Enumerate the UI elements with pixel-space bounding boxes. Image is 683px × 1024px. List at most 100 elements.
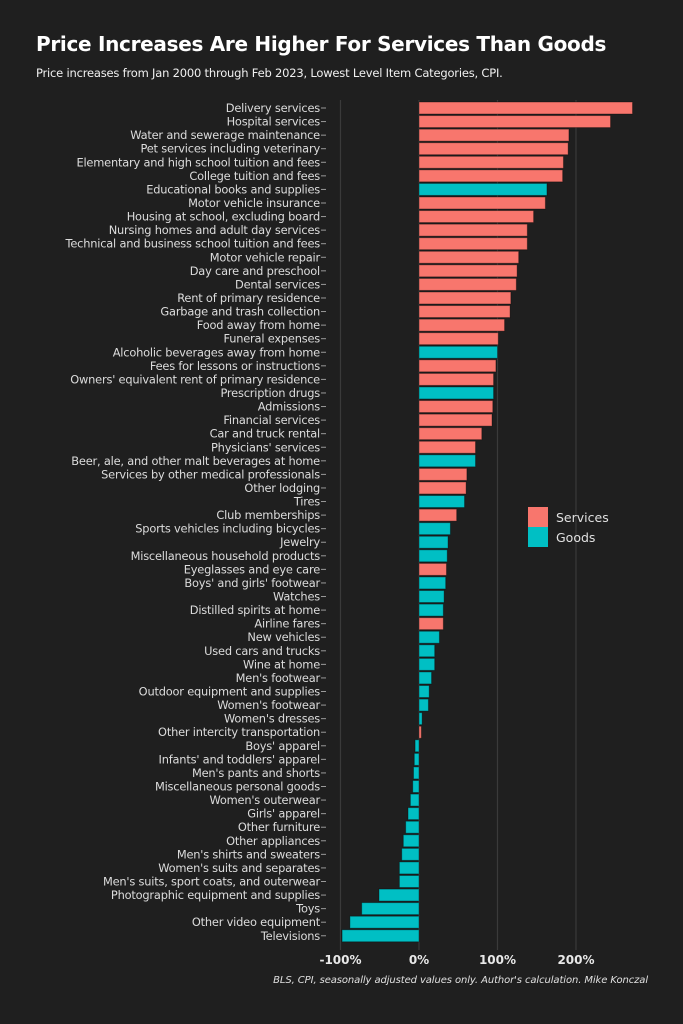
bar-goods: [418, 657, 436, 671]
bar-goods: [418, 386, 495, 400]
bar-goods: [409, 793, 420, 807]
category-label: Men's pants and shorts: [192, 766, 320, 780]
bar-goods: [418, 454, 477, 468]
category-label: Sports vehicles including bicycles: [135, 522, 320, 536]
bar-services: [418, 169, 564, 183]
bar-goods: [401, 847, 420, 861]
legend-label-services: Services: [556, 509, 609, 525]
bar-goods: [398, 874, 420, 888]
bar-goods: [414, 739, 420, 753]
category-label: New vehicles: [247, 630, 320, 644]
category-label: Men's footwear: [236, 671, 321, 685]
category-label: Women's outerwear: [209, 793, 320, 807]
x-tick-label: 200%: [557, 953, 594, 967]
chart-title: Price Increases Are Higher For Services …: [36, 32, 607, 56]
bar-services: [418, 562, 447, 576]
category-label: Photographic equipment and supplies: [111, 888, 320, 902]
bar-goods: [398, 861, 420, 875]
x-tick-label: 100%: [479, 953, 516, 967]
bar-goods: [341, 929, 420, 943]
category-label: Other intercity transportation: [158, 725, 320, 739]
category-label: Motor vehicle repair: [210, 250, 321, 264]
legend-swatch-services: [528, 507, 548, 527]
x-tick-label: 0%: [409, 953, 429, 967]
category-label: Prescription drugs: [220, 386, 320, 400]
bar-services: [418, 277, 517, 291]
category-label: Services by other medical professionals: [101, 467, 320, 481]
category-label: Used cars and trucks: [204, 644, 320, 658]
bar-goods: [418, 590, 445, 604]
category-label: Girls' apparel: [247, 807, 320, 821]
bar-goods: [418, 671, 433, 685]
bar-goods: [418, 549, 448, 563]
category-label: Water and sewerage maintenance: [130, 128, 320, 142]
category-label: Day care and preschool: [190, 264, 320, 278]
bar-services: [418, 413, 493, 427]
category-label: Women's dresses: [224, 712, 320, 726]
source-caption: BLS, CPI, seasonally adjusted values onl…: [273, 975, 648, 986]
bar-services: [418, 237, 528, 251]
bar-services: [418, 142, 569, 156]
category-label: Rent of primary residence: [177, 291, 320, 305]
bar-services: [418, 440, 477, 454]
category-label: Wine at home: [243, 657, 320, 671]
bar-services: [418, 250, 520, 264]
category-label: Infants' and toddlers' apparel: [159, 752, 320, 766]
category-label: Garbage and trash collection: [160, 305, 320, 319]
bar-goods: [418, 535, 449, 549]
bar-goods: [418, 345, 498, 359]
bar-services: [418, 508, 458, 522]
category-label: College tuition and fees: [189, 169, 320, 183]
category-label: Women's suits and separates: [158, 861, 320, 875]
bar-services: [418, 481, 467, 495]
legend: Services Goods: [528, 507, 609, 547]
category-label: Motor vehicle insurance: [188, 196, 320, 210]
bar-goods: [361, 902, 420, 916]
bar-services: [418, 372, 495, 386]
category-label: Housing at school, excluding board: [127, 210, 320, 224]
legend-item-services: Services: [528, 507, 609, 527]
bar-goods: [418, 698, 429, 712]
legend-item-goods: Goods: [528, 527, 609, 547]
category-label: Miscellaneous personal goods: [155, 780, 320, 794]
bar-services: [418, 291, 512, 305]
category-label: Educational books and supplies: [146, 182, 320, 196]
category-label: Hospital services: [227, 115, 321, 129]
category-label: Other video equipment: [192, 915, 321, 929]
bar-goods: [418, 495, 466, 509]
x-axis-ticks: -100% 0% 100% 200%: [319, 953, 594, 967]
bar-goods: [418, 685, 430, 699]
category-label: Distilled spirits at home: [190, 603, 320, 617]
bar-services: [418, 101, 634, 115]
bar-goods: [412, 780, 420, 793]
category-label: Televisions: [260, 929, 320, 943]
bar-services: [418, 264, 518, 278]
bar-services: [418, 305, 511, 319]
category-label: Dental services: [235, 277, 320, 291]
bar-goods: [413, 752, 420, 766]
category-label: Other appliances: [226, 834, 320, 848]
category-label: Fees for lessons or instructions: [150, 359, 320, 373]
category-label: Beer, ale, and other malt beverages at h…: [71, 454, 320, 468]
category-label: Elementary and high school tuition and f…: [76, 155, 320, 169]
bar-services: [418, 400, 494, 414]
category-label: Jewelry: [279, 535, 320, 549]
legend-swatch-goods: [528, 527, 548, 547]
chart-subtitle: Price increases from Jan 2000 through Fe…: [36, 66, 503, 80]
bar-services: [418, 196, 546, 210]
bar-goods: [418, 644, 436, 658]
category-label: Club memberships: [216, 508, 320, 522]
category-label: Other furniture: [238, 820, 320, 834]
bar-goods: [349, 915, 420, 929]
bar-services: [418, 467, 468, 481]
category-label: Delivery services: [226, 101, 321, 115]
category-label: Pet services including veterinary: [140, 142, 320, 156]
bar-goods: [418, 522, 451, 536]
bar-services: [418, 318, 506, 332]
bar-services: [418, 115, 612, 129]
bar-services: [418, 155, 564, 169]
category-label: Alcoholic beverages away from home: [113, 345, 320, 359]
bar-goods: [418, 182, 548, 196]
